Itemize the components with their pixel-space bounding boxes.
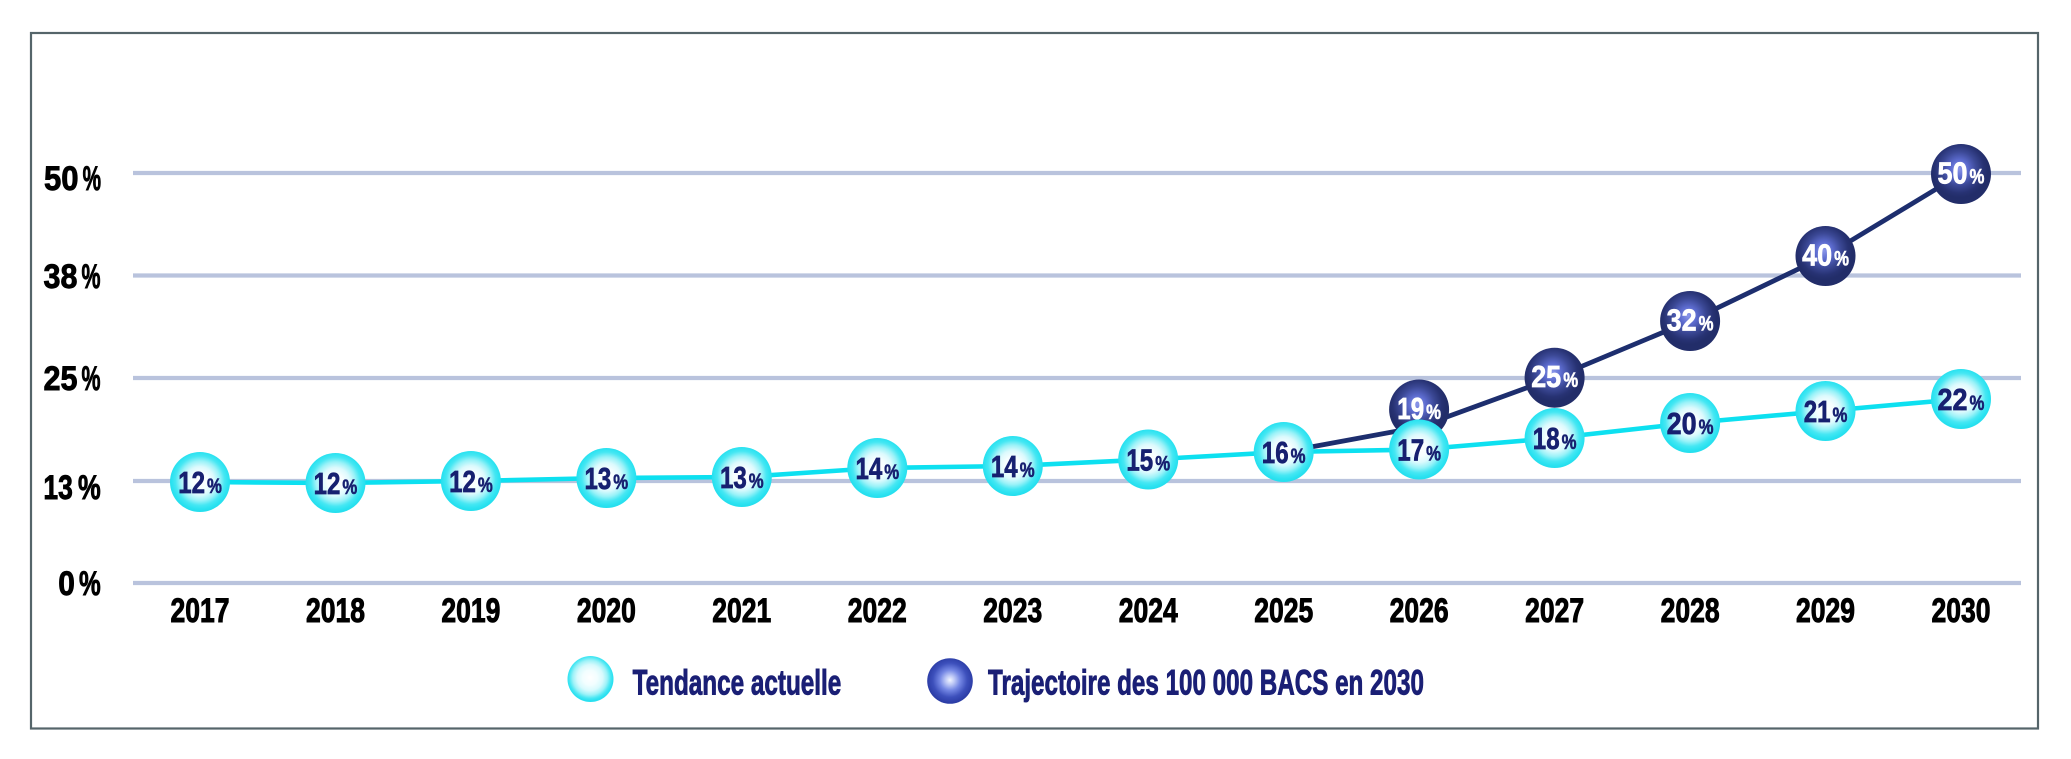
svg-text:2029: 2029	[1796, 592, 1855, 630]
svg-text:%: %	[884, 461, 899, 484]
svg-text:%: %	[1833, 404, 1848, 427]
svg-text:%: %	[207, 475, 222, 498]
svg-text:%: %	[79, 565, 101, 603]
svg-text:12: 12	[449, 465, 476, 499]
svg-text:2024: 2024	[1119, 592, 1178, 630]
svg-text:%: %	[78, 469, 101, 507]
svg-text:14: 14	[856, 452, 883, 486]
svg-text:25: 25	[1531, 360, 1561, 394]
svg-text:21: 21	[1804, 395, 1831, 429]
svg-text:%: %	[1970, 392, 1985, 415]
svg-text:%: %	[1562, 431, 1577, 454]
svg-text:14: 14	[991, 450, 1018, 484]
svg-text:17: 17	[1397, 434, 1424, 468]
svg-text:%: %	[1155, 453, 1170, 476]
svg-text:2025: 2025	[1254, 592, 1313, 630]
svg-text:%: %	[83, 160, 101, 198]
svg-text:13: 13	[585, 462, 612, 496]
svg-text:Tendance actuelle: Tendance actuelle	[633, 664, 842, 703]
svg-text:18: 18	[1533, 422, 1560, 456]
svg-text:2030: 2030	[1932, 592, 1991, 630]
svg-text:%: %	[1699, 313, 1714, 336]
svg-text:%: %	[1291, 445, 1306, 468]
svg-text:2022: 2022	[848, 592, 907, 630]
svg-text:2021: 2021	[712, 592, 771, 630]
svg-text:13: 13	[43, 469, 72, 507]
svg-text:%: %	[1020, 459, 1035, 482]
svg-text:13: 13	[720, 461, 747, 495]
svg-text:%: %	[749, 470, 764, 493]
svg-text:%: %	[1426, 401, 1441, 424]
svg-text:2018: 2018	[306, 592, 365, 630]
svg-text:32: 32	[1667, 304, 1697, 338]
svg-text:Trajectoire des 100 000 BACS e: Trajectoire des 100 000 BACS en 2030	[988, 664, 1424, 703]
svg-text:2017: 2017	[171, 592, 230, 630]
svg-text:2026: 2026	[1390, 592, 1449, 630]
svg-text:%: %	[1699, 416, 1714, 439]
svg-text:%: %	[478, 474, 493, 497]
svg-text:15: 15	[1126, 444, 1153, 478]
svg-text:%: %	[613, 471, 628, 494]
svg-text:38: 38	[44, 258, 78, 296]
svg-text:2019: 2019	[441, 592, 500, 630]
svg-text:16: 16	[1262, 436, 1289, 470]
svg-text:22: 22	[1938, 383, 1968, 417]
svg-text:12: 12	[178, 466, 205, 500]
svg-text:%: %	[82, 258, 101, 296]
svg-text:50: 50	[44, 160, 79, 198]
svg-text:%: %	[1426, 443, 1441, 466]
svg-text:2020: 2020	[577, 592, 636, 630]
svg-text:20: 20	[1667, 407, 1697, 441]
svg-text:%: %	[1563, 369, 1578, 392]
svg-text:50: 50	[1938, 157, 1968, 191]
svg-text:25: 25	[44, 360, 78, 398]
svg-text:2027: 2027	[1525, 592, 1584, 630]
svg-text:2023: 2023	[983, 592, 1042, 630]
svg-text:%: %	[1970, 166, 1985, 189]
svg-text:%: %	[82, 360, 101, 398]
svg-text:0: 0	[58, 565, 75, 603]
svg-text:2028: 2028	[1661, 592, 1720, 630]
svg-text:%: %	[1834, 248, 1849, 271]
svg-text:40: 40	[1802, 239, 1832, 273]
svg-text:12: 12	[314, 467, 341, 501]
svg-text:%: %	[342, 476, 357, 499]
